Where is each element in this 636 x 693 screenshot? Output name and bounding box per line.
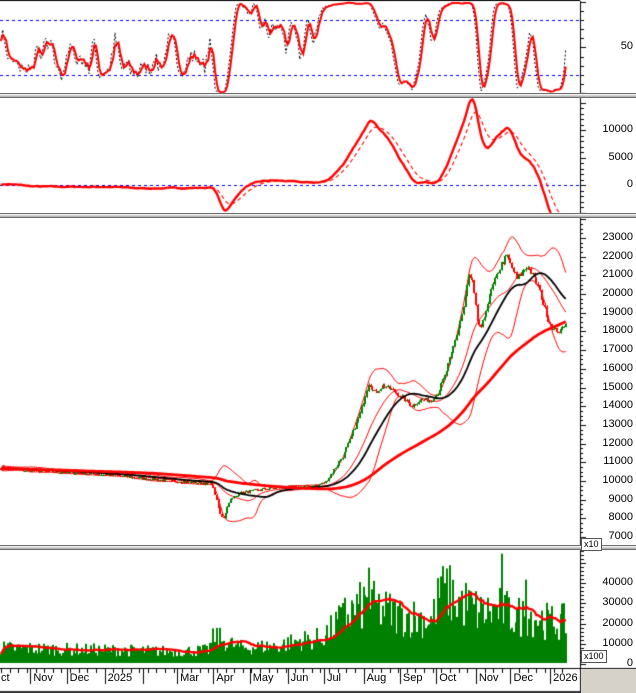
scrollbar-corner — [581, 669, 636, 693]
panel-splitter-3[interactable] — [0, 545, 636, 550]
panel-macd[interactable] — [0, 98, 580, 213]
panel-stochastic[interactable] — [0, 1, 580, 93]
panel-splitter-1[interactable] — [0, 93, 636, 98]
panel-splitter-2[interactable] — [0, 213, 636, 218]
panel-price[interactable] — [0, 218, 580, 545]
panel-volume[interactable] — [0, 550, 580, 668]
